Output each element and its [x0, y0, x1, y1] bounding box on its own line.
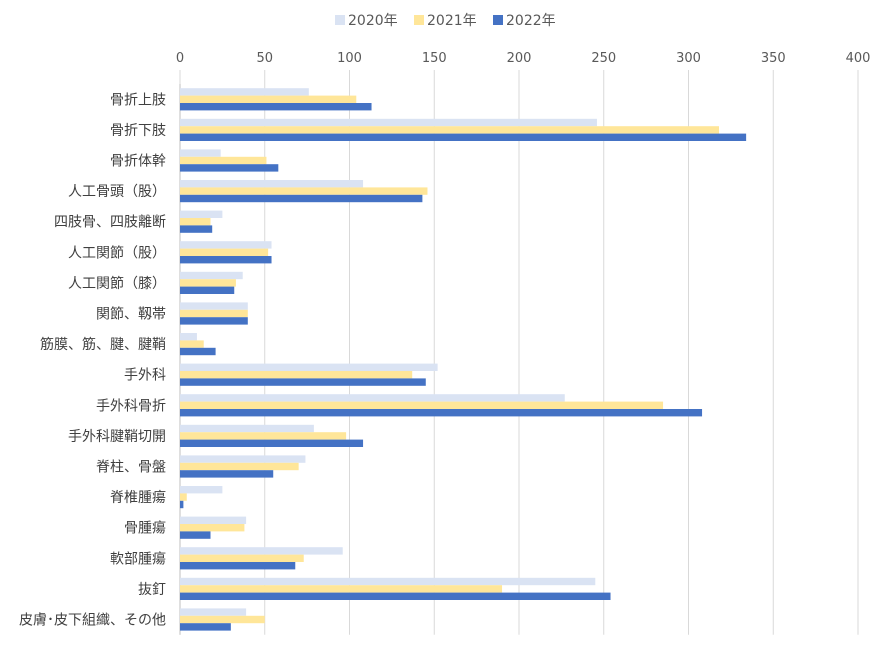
- x-tick-label: 50: [256, 51, 273, 66]
- category-label: 手外科骨折: [96, 398, 166, 414]
- bars: [180, 88, 747, 631]
- bar-2020年-軟部腫瘍: [180, 547, 343, 555]
- bar-2020年-脊椎腫瘍: [180, 486, 223, 494]
- bar-2020年-脊柱、骨盤: [180, 455, 306, 463]
- bar-2021年-軟部腫瘍: [180, 554, 304, 562]
- category-label: 人工関節（膝）: [68, 275, 166, 292]
- bar-2020年-筋膜、筋、腱、腱鞘: [180, 333, 197, 341]
- category-label: 骨折下肢: [110, 123, 166, 139]
- bar-2020年-皮膚･皮下組織、その他: [180, 608, 247, 616]
- x-tick-label: 200: [507, 51, 532, 66]
- category-label: 手外科腱鞘切開: [68, 429, 166, 445]
- bar-2022年-人工関節（膝）: [180, 286, 235, 294]
- bar-2020年-骨折下肢: [180, 118, 597, 127]
- x-tick-label: 100: [337, 51, 362, 66]
- bar-2022年-手外科骨折: [180, 409, 703, 417]
- bar-2020年-四肢骨、四肢離断: [180, 210, 223, 218]
- legend-swatch-2022年: [493, 15, 503, 25]
- category-label: 骨折体幹: [110, 153, 166, 170]
- bar-2020年-手外科: [180, 363, 438, 371]
- x-tick-label: 350: [761, 51, 786, 66]
- legend-label: 2020年: [348, 13, 398, 29]
- bar-2021年-手外科: [180, 371, 413, 379]
- category-label: 四肢骨、四肢離断: [54, 214, 166, 231]
- bar-2020年-手外科腱鞘切開: [180, 424, 314, 433]
- bar-2020年-骨折体幹: [180, 149, 221, 157]
- bar-2022年-人工骨頭（股）: [180, 194, 423, 203]
- bar-2022年-関節、靱帯: [180, 317, 248, 325]
- bar-2020年-骨折上肢: [180, 88, 309, 96]
- bar-2022年-手外科: [180, 378, 426, 386]
- bar-2022年-骨折体幹: [180, 164, 279, 172]
- bar-2020年-抜釘: [180, 577, 596, 586]
- bar-2020年-人工関節（膝）: [180, 271, 243, 280]
- bar-2020年-人工関節（股）: [180, 241, 272, 249]
- bar-2022年-抜釘: [180, 592, 611, 600]
- category-label: 軟部腫瘍: [110, 550, 166, 567]
- bar-2021年-皮膚･皮下組織、その他: [180, 615, 265, 624]
- bar-2021年-骨折下肢: [180, 126, 720, 134]
- bar-2022年-軟部腫瘍: [180, 562, 296, 570]
- bar-2022年-人工関節（股）: [180, 256, 272, 264]
- bar-2022年-皮膚･皮下組織、その他: [180, 623, 231, 631]
- bar-2022年-骨腫瘍: [180, 531, 211, 539]
- bar-2022年-脊柱、骨盤: [180, 470, 274, 478]
- category-label: 骨腫瘍: [124, 520, 166, 537]
- category-label: 人工関節（股）: [68, 244, 166, 261]
- bar-2021年-人工骨頭（股）: [180, 187, 428, 195]
- bar-2021年-人工関節（膝）: [180, 279, 236, 287]
- x-axis-tick-labels: 0 50 100 150 200 250 300 350 400: [176, 51, 871, 66]
- bar-2020年-関節、靱帯: [180, 302, 248, 310]
- bar-2021年-四肢骨、四肢離断: [180, 218, 211, 226]
- bar-2021年-手外科骨折: [180, 401, 664, 409]
- bar-2020年-骨腫瘍: [180, 516, 247, 524]
- bar-2020年-人工骨頭（股）: [180, 180, 364, 188]
- category-label: 脊柱、骨盤: [96, 460, 166, 476]
- bar-2022年-筋膜、筋、腱、腱鞘: [180, 347, 216, 356]
- bar-2021年-筋膜、筋、腱、腱鞘: [180, 340, 204, 348]
- legend-label: 2021年: [427, 13, 477, 29]
- x-tick-label: 150: [422, 51, 447, 66]
- category-label: 人工骨頭（股）: [68, 184, 166, 200]
- legend-swatch-2020年: [335, 15, 345, 25]
- category-label: 骨折上肢: [110, 92, 166, 108]
- category-label: 脊椎腫瘍: [110, 489, 166, 506]
- bar-2022年-四肢骨、四肢離断: [180, 225, 213, 233]
- category-label: 手外科: [124, 368, 166, 384]
- legend: 2020年 2021年 2022年: [335, 13, 556, 29]
- x-tick-label: 300: [676, 51, 701, 66]
- bar-2021年-骨折上肢: [180, 95, 357, 103]
- bar-2021年-手外科腱鞘切開: [180, 432, 347, 440]
- bar-2021年-骨折体幹: [180, 156, 267, 165]
- x-tick-label: 400: [846, 51, 871, 66]
- bar-2022年-手外科腱鞘切開: [180, 439, 364, 447]
- bar-2021年-人工関節（股）: [180, 248, 269, 256]
- x-tick-label: 0: [176, 51, 184, 66]
- x-tick-label: 250: [591, 51, 616, 66]
- legend-swatch-2021年: [414, 15, 424, 25]
- bar-2021年-関節、靱帯: [180, 309, 248, 318]
- bar-2022年-骨折下肢: [180, 133, 747, 141]
- bar-2022年-骨折上肢: [180, 103, 372, 111]
- legend-label: 2022年: [506, 13, 556, 29]
- bar-2021年-抜釘: [180, 585, 503, 593]
- category-label: 筋膜、筋、腱、腱鞘: [40, 336, 166, 353]
- bar-2020年-手外科骨折: [180, 394, 565, 402]
- bar-2022年-脊椎腫瘍: [180, 500, 184, 509]
- category-label: 皮膚･皮下組織、その他: [19, 613, 166, 629]
- category-label: 抜釘: [138, 581, 166, 598]
- category-label: 関節、靱帯: [96, 306, 166, 323]
- bar-2021年-骨腫瘍: [180, 524, 245, 532]
- bar-2021年-脊椎腫瘍: [180, 493, 187, 501]
- bar-2021年-脊柱、骨盤: [180, 462, 299, 471]
